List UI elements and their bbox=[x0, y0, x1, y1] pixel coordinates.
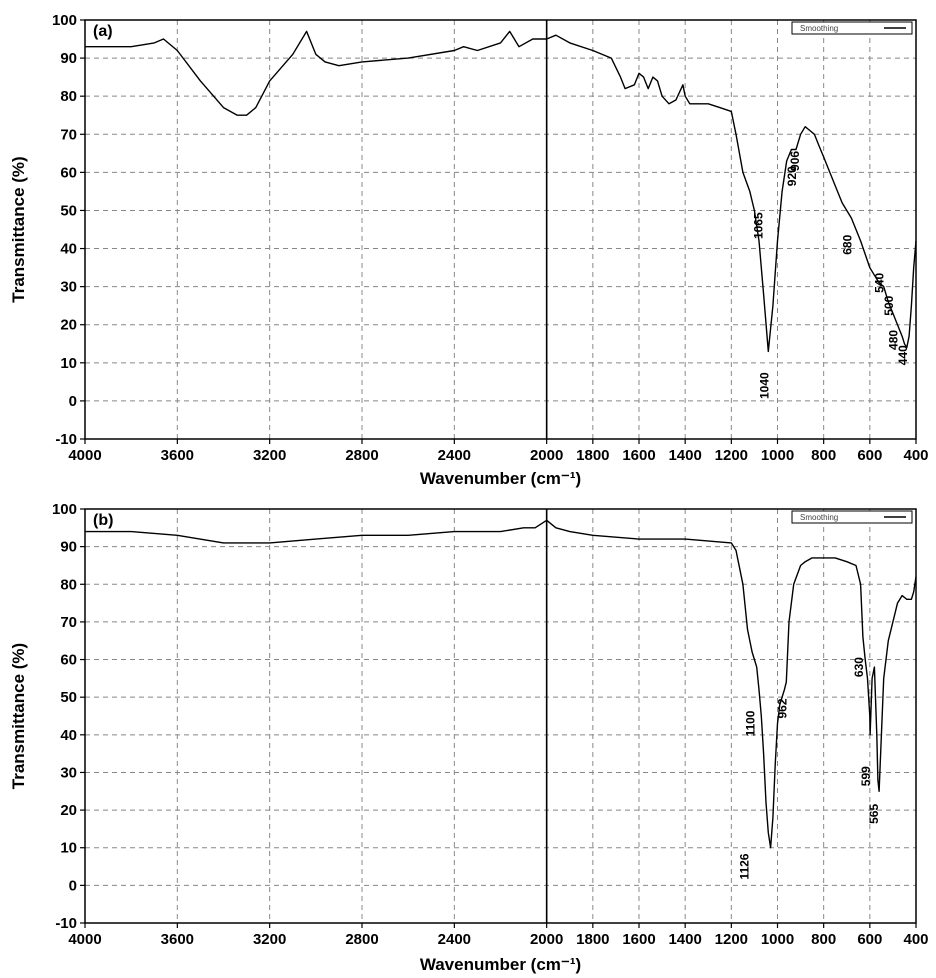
y-tick-label: -10 bbox=[55, 431, 77, 448]
y-tick-label: 90 bbox=[60, 50, 77, 67]
peak-label: 1100 bbox=[743, 710, 757, 736]
y-tick-label: 50 bbox=[60, 689, 77, 706]
y-tick-label: 0 bbox=[69, 393, 77, 410]
x-tick-label: 3600 bbox=[161, 447, 194, 464]
peak-label: 906 bbox=[788, 151, 802, 171]
peak-label: 500 bbox=[882, 295, 896, 315]
y-tick-label: 40 bbox=[60, 727, 77, 744]
peak-label: 920 bbox=[785, 166, 799, 186]
legend-box bbox=[791, 510, 913, 524]
x-tick-label: 1200 bbox=[715, 447, 748, 464]
peak-label: 599 bbox=[859, 766, 873, 786]
peak-label: 1040 bbox=[757, 372, 771, 399]
spectrum-line bbox=[85, 30, 917, 353]
y-tick-label: 60 bbox=[60, 652, 77, 669]
x-tick-label: 1600 bbox=[622, 447, 655, 464]
x-tick-label: 4000 bbox=[68, 447, 101, 464]
x-tick-label: 3200 bbox=[253, 447, 286, 464]
y-axis-title: Transmittance (%) bbox=[9, 156, 28, 302]
spectrum-panel-a: 4000 3600 3200 2800 2400 2000 1800 1600 1400 1200… bbox=[9, 12, 929, 488]
x-tick-label: 1000 bbox=[761, 931, 794, 948]
x-tick-label: 3200 bbox=[253, 931, 286, 948]
y-tick-label: 50 bbox=[60, 202, 77, 219]
x-axis-title: Wavenumber (cm⁻¹) bbox=[420, 469, 581, 488]
y-tick-label: 40 bbox=[60, 241, 77, 258]
y-tick-label: -10 bbox=[55, 915, 77, 932]
peak-label: 1065 bbox=[751, 212, 765, 239]
x-tick-label: 400 bbox=[903, 931, 928, 948]
y-tick-label: 10 bbox=[60, 840, 77, 857]
x-tick-label: 800 bbox=[811, 447, 836, 464]
x-tick-label: 1400 bbox=[668, 931, 701, 948]
x-axis-title: Wavenumber (cm⁻¹) bbox=[420, 955, 581, 974]
y-tick-label: 60 bbox=[60, 164, 77, 181]
x-tick-label: 1200 bbox=[715, 931, 748, 948]
x-tick-label: 800 bbox=[811, 931, 836, 948]
x-tick-label: 1800 bbox=[576, 931, 609, 948]
peak-label: 680 bbox=[840, 234, 854, 254]
x-tick-label: 1000 bbox=[761, 447, 794, 464]
x-tick-label: 4000 bbox=[68, 931, 101, 948]
panel-label: (b) bbox=[93, 512, 113, 529]
peak-label: 480 bbox=[887, 330, 901, 350]
x-tick-label: 1400 bbox=[668, 447, 701, 464]
y-tick-label: 80 bbox=[60, 88, 77, 105]
peak-label: 565 bbox=[867, 804, 881, 824]
y-tick-label: 100 bbox=[52, 12, 77, 29]
x-tick-label: 2400 bbox=[438, 931, 471, 948]
spectrum-panel-b: 4000 3600 3200 2800 2400 2000 1800 1600 1400 1200… bbox=[9, 501, 929, 974]
plot-area bbox=[85, 509, 916, 923]
x-tick-label: 2400 bbox=[438, 447, 471, 464]
x-tick-label: 1600 bbox=[622, 931, 655, 948]
y-tick-label: 70 bbox=[60, 614, 77, 631]
y-tick-label: 10 bbox=[60, 355, 77, 372]
spectrum-line bbox=[85, 519, 917, 849]
plot-area bbox=[85, 20, 916, 439]
legend-entry-label: Smoothing bbox=[800, 513, 838, 522]
x-tick-label: 2000 bbox=[530, 931, 563, 948]
y-tick-label: 20 bbox=[60, 317, 77, 334]
y-tick-label: 80 bbox=[60, 576, 77, 593]
x-tick-label: 2800 bbox=[345, 447, 378, 464]
peak-label: 962 bbox=[775, 698, 789, 718]
peak-label: 630 bbox=[852, 657, 866, 677]
peak-label: 1126 bbox=[737, 853, 751, 879]
x-tick-label: 2800 bbox=[345, 931, 378, 948]
y-tick-label: 70 bbox=[60, 126, 77, 143]
x-tick-label: 2000 bbox=[530, 447, 563, 464]
plot-frame bbox=[84, 19, 917, 440]
y-tick-label: 20 bbox=[60, 802, 77, 819]
x-tick-label: 3600 bbox=[161, 931, 194, 948]
x-tick-label: 400 bbox=[903, 447, 928, 464]
y-axis-title: Transmittance (%) bbox=[9, 643, 28, 789]
y-tick-label: 90 bbox=[60, 539, 77, 556]
y-tick-label: 30 bbox=[60, 764, 77, 781]
x-tick-label: 1800 bbox=[576, 447, 609, 464]
legend-entry-label: Smoothing bbox=[800, 24, 838, 33]
x-tick-label: 600 bbox=[857, 447, 882, 464]
panel-label: (a) bbox=[93, 23, 113, 40]
y-tick-label: 30 bbox=[60, 279, 77, 296]
plot-frame bbox=[84, 508, 917, 924]
peak-label: 440 bbox=[896, 345, 910, 365]
legend-box bbox=[791, 21, 913, 35]
peak-label: 540 bbox=[873, 272, 887, 292]
y-tick-label: 0 bbox=[69, 877, 77, 894]
y-tick-label: 100 bbox=[52, 501, 77, 518]
x-tick-label: 600 bbox=[857, 931, 882, 948]
